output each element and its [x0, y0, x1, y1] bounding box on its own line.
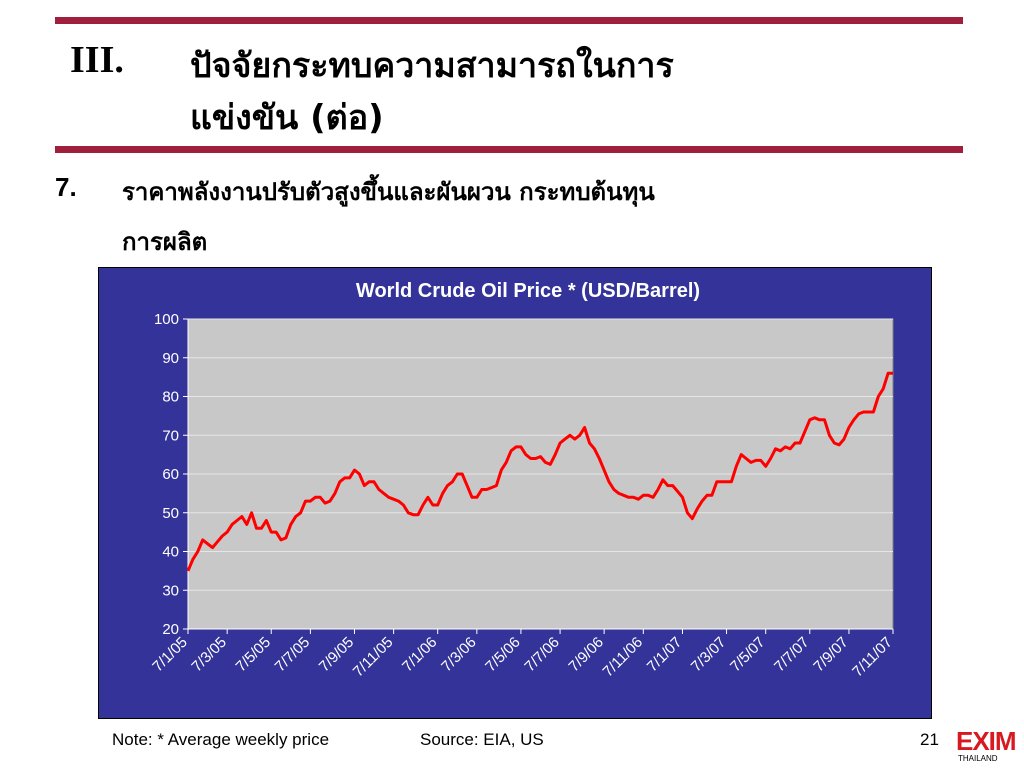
y-tick-label: 70 — [162, 427, 179, 444]
bottom-rule — [55, 146, 963, 153]
y-tick-label: 40 — [162, 544, 179, 561]
y-tick-label: 20 — [162, 621, 179, 638]
point-number: 7. — [55, 172, 77, 202]
section-number: III. — [70, 39, 124, 81]
title-line: ปัจจัยกระทบความสามารถในการ — [190, 46, 674, 86]
footer-source: Source: EIA, US — [420, 730, 544, 749]
page-number: 21 — [920, 730, 939, 749]
footer-note: Note: * Average weekly price — [112, 730, 330, 749]
logo: EXIM — [956, 726, 1017, 756]
point-text: การผลิต — [122, 228, 208, 256]
logo-sub: THAILAND — [958, 754, 998, 763]
y-tick-label: 50 — [162, 505, 179, 522]
y-tick-label: 30 — [162, 582, 179, 599]
y-tick-label: 80 — [162, 389, 179, 406]
y-tick-label: 60 — [162, 466, 179, 483]
top-rule — [55, 17, 963, 24]
chart-title: World Crude Oil Price * (USD/Barrel) — [356, 280, 700, 302]
price-line — [186, 371, 893, 572]
y-tick-label: 90 — [162, 350, 179, 367]
point-text: ราคาพลังงานปรับตัวสูงขึ้นและผันผวน กระทบ… — [122, 178, 655, 206]
chart: World Crude Oil Price * (USD/Barrel) 20 3… — [98, 267, 932, 719]
title-line: แข่งขัน (ต่อ) — [190, 98, 384, 138]
y-tick-label: 100 — [154, 311, 179, 328]
